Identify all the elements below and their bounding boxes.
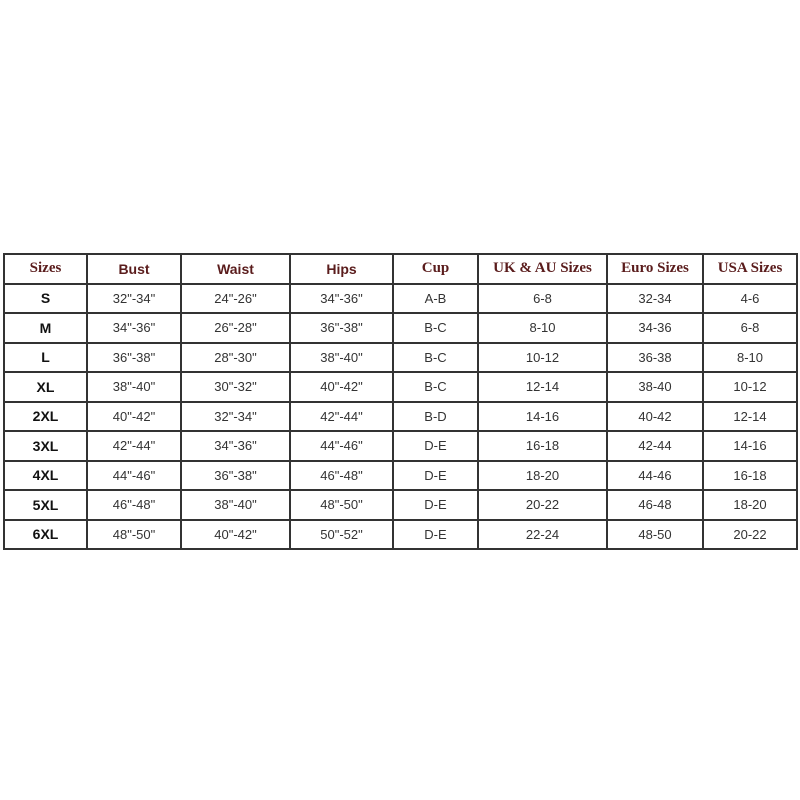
table-cell: 22-24 [477, 518, 608, 550]
size-label: L [3, 341, 88, 373]
size-label: 3XL [3, 430, 88, 462]
table-cell: 16-18 [702, 459, 798, 491]
table-cell: 44"-46" [86, 459, 182, 491]
table-cell: 44-46 [606, 459, 704, 491]
table-cell: 40"-42" [289, 371, 394, 403]
column-header: Hips [289, 253, 394, 285]
size-label: XL [3, 371, 88, 403]
table-row: 4XL 44"-46" 36"-38" 46"-48" D-E 18-20 44-46 16-… [3, 459, 798, 491]
size-label: S [3, 282, 88, 314]
table-cell: 38-40 [606, 371, 704, 403]
table-cell: 46"-48" [289, 459, 394, 491]
table-row: 2XL 40"-42" 32"-34" 42"-44" B-D 14-16 40-42 12-… [3, 400, 798, 432]
table-cell: 34"-36" [180, 430, 291, 462]
table-row: 6XL 48"-50" 40"-42" 50"-52" D-E 22-24 48-50 20-… [3, 518, 798, 550]
table-cell: 48"-50" [86, 518, 182, 550]
table-cell: B-D [392, 400, 479, 432]
table-cell: 20-22 [702, 518, 798, 550]
table-cell: 36"-38" [289, 312, 394, 344]
size-label: 4XL [3, 459, 88, 491]
table-row: XL 38"-40" 30"-32" 40"-42" B-C 12-14 38-40 10-1… [3, 371, 798, 403]
table-cell: 48-50 [606, 518, 704, 550]
table-cell: 40"-42" [86, 400, 182, 432]
table-row: 3XL 42"-44" 34"-36" 44"-46" D-E 16-18 42-44 14-… [3, 430, 798, 462]
table-row: S 32"-34" 24"-26" 34"-36" A-B 6-8 32-34 4-6 [3, 282, 798, 314]
table-cell: 12-14 [702, 400, 798, 432]
table-cell: 10-12 [477, 341, 608, 373]
table-cell: A-B [392, 282, 479, 314]
table-cell: B-C [392, 371, 479, 403]
table-cell: 6-8 [477, 282, 608, 314]
table-cell: 42"-44" [86, 430, 182, 462]
table-cell: 6-8 [702, 312, 798, 344]
table-cell: 32"-34" [86, 282, 182, 314]
table-cell: 26"-28" [180, 312, 291, 344]
column-header: USA Sizes [702, 253, 798, 285]
table-cell: 38"-40" [289, 341, 394, 373]
column-header: Cup [392, 253, 479, 285]
column-header: Waist [180, 253, 291, 285]
table-row: 5XL 46"-48" 38"-40" 48"-50" D-E 20-22 46-48 18-… [3, 489, 798, 521]
table-cell: 40"-42" [180, 518, 291, 550]
table-cell: 36-38 [606, 341, 704, 373]
table-cell: 36"-38" [180, 459, 291, 491]
column-header: UK & AU Sizes [477, 253, 608, 285]
table-cell: 16-18 [477, 430, 608, 462]
size-chart-table: Sizes Bust Waist Hips Cup UK & AU Sizes Euro S… [3, 253, 798, 550]
table-cell: 46"-48" [86, 489, 182, 521]
table-cell: 28"-30" [180, 341, 291, 373]
table-cell: 34-36 [606, 312, 704, 344]
table-cell: B-C [392, 312, 479, 344]
table-cell: 46-48 [606, 489, 704, 521]
table-row: L 36"-38" 28"-30" 38"-40" B-C 10-12 36-38 8-10 [3, 341, 798, 373]
table-cell: 34"-36" [289, 282, 394, 314]
table-cell: 4-6 [702, 282, 798, 314]
size-label: M [3, 312, 88, 344]
table-cell: 40-42 [606, 400, 704, 432]
table-cell: 34"-36" [86, 312, 182, 344]
size-label: 5XL [3, 489, 88, 521]
table-cell: D-E [392, 518, 479, 550]
table-cell: 14-16 [702, 430, 798, 462]
header-row: Sizes Bust Waist Hips Cup UK & AU Sizes Euro S… [3, 253, 798, 285]
table-cell: 50"-52" [289, 518, 394, 550]
table-cell: 30"-32" [180, 371, 291, 403]
table-cell: 10-12 [702, 371, 798, 403]
table-cell: 18-20 [702, 489, 798, 521]
table-cell: 38"-40" [180, 489, 291, 521]
table-cell: D-E [392, 489, 479, 521]
size-label: 2XL [3, 400, 88, 432]
table-cell: 32-34 [606, 282, 704, 314]
table-cell: 24"-26" [180, 282, 291, 314]
table-cell: 20-22 [477, 489, 608, 521]
table-row: M 34"-36" 26"-28" 36"-38" B-C 8-10 34-36 6-8 [3, 312, 798, 344]
table-cell: 42"-44" [289, 400, 394, 432]
table-cell: 44"-46" [289, 430, 394, 462]
table-cell: 14-16 [477, 400, 608, 432]
table-cell: 36"-38" [86, 341, 182, 373]
column-header: Sizes [3, 253, 88, 285]
table-cell: 48"-50" [289, 489, 394, 521]
table-cell: B-C [392, 341, 479, 373]
table-cell: 32"-34" [180, 400, 291, 432]
table-cell: 42-44 [606, 430, 704, 462]
table-cell: D-E [392, 430, 479, 462]
column-header: Euro Sizes [606, 253, 704, 285]
table-cell: D-E [392, 459, 479, 491]
table-cell: 38"-40" [86, 371, 182, 403]
table-cell: 12-14 [477, 371, 608, 403]
size-label: 6XL [3, 518, 88, 550]
column-header: Bust [86, 253, 182, 285]
table-cell: 8-10 [477, 312, 608, 344]
table-cell: 8-10 [702, 341, 798, 373]
table-cell: 18-20 [477, 459, 608, 491]
